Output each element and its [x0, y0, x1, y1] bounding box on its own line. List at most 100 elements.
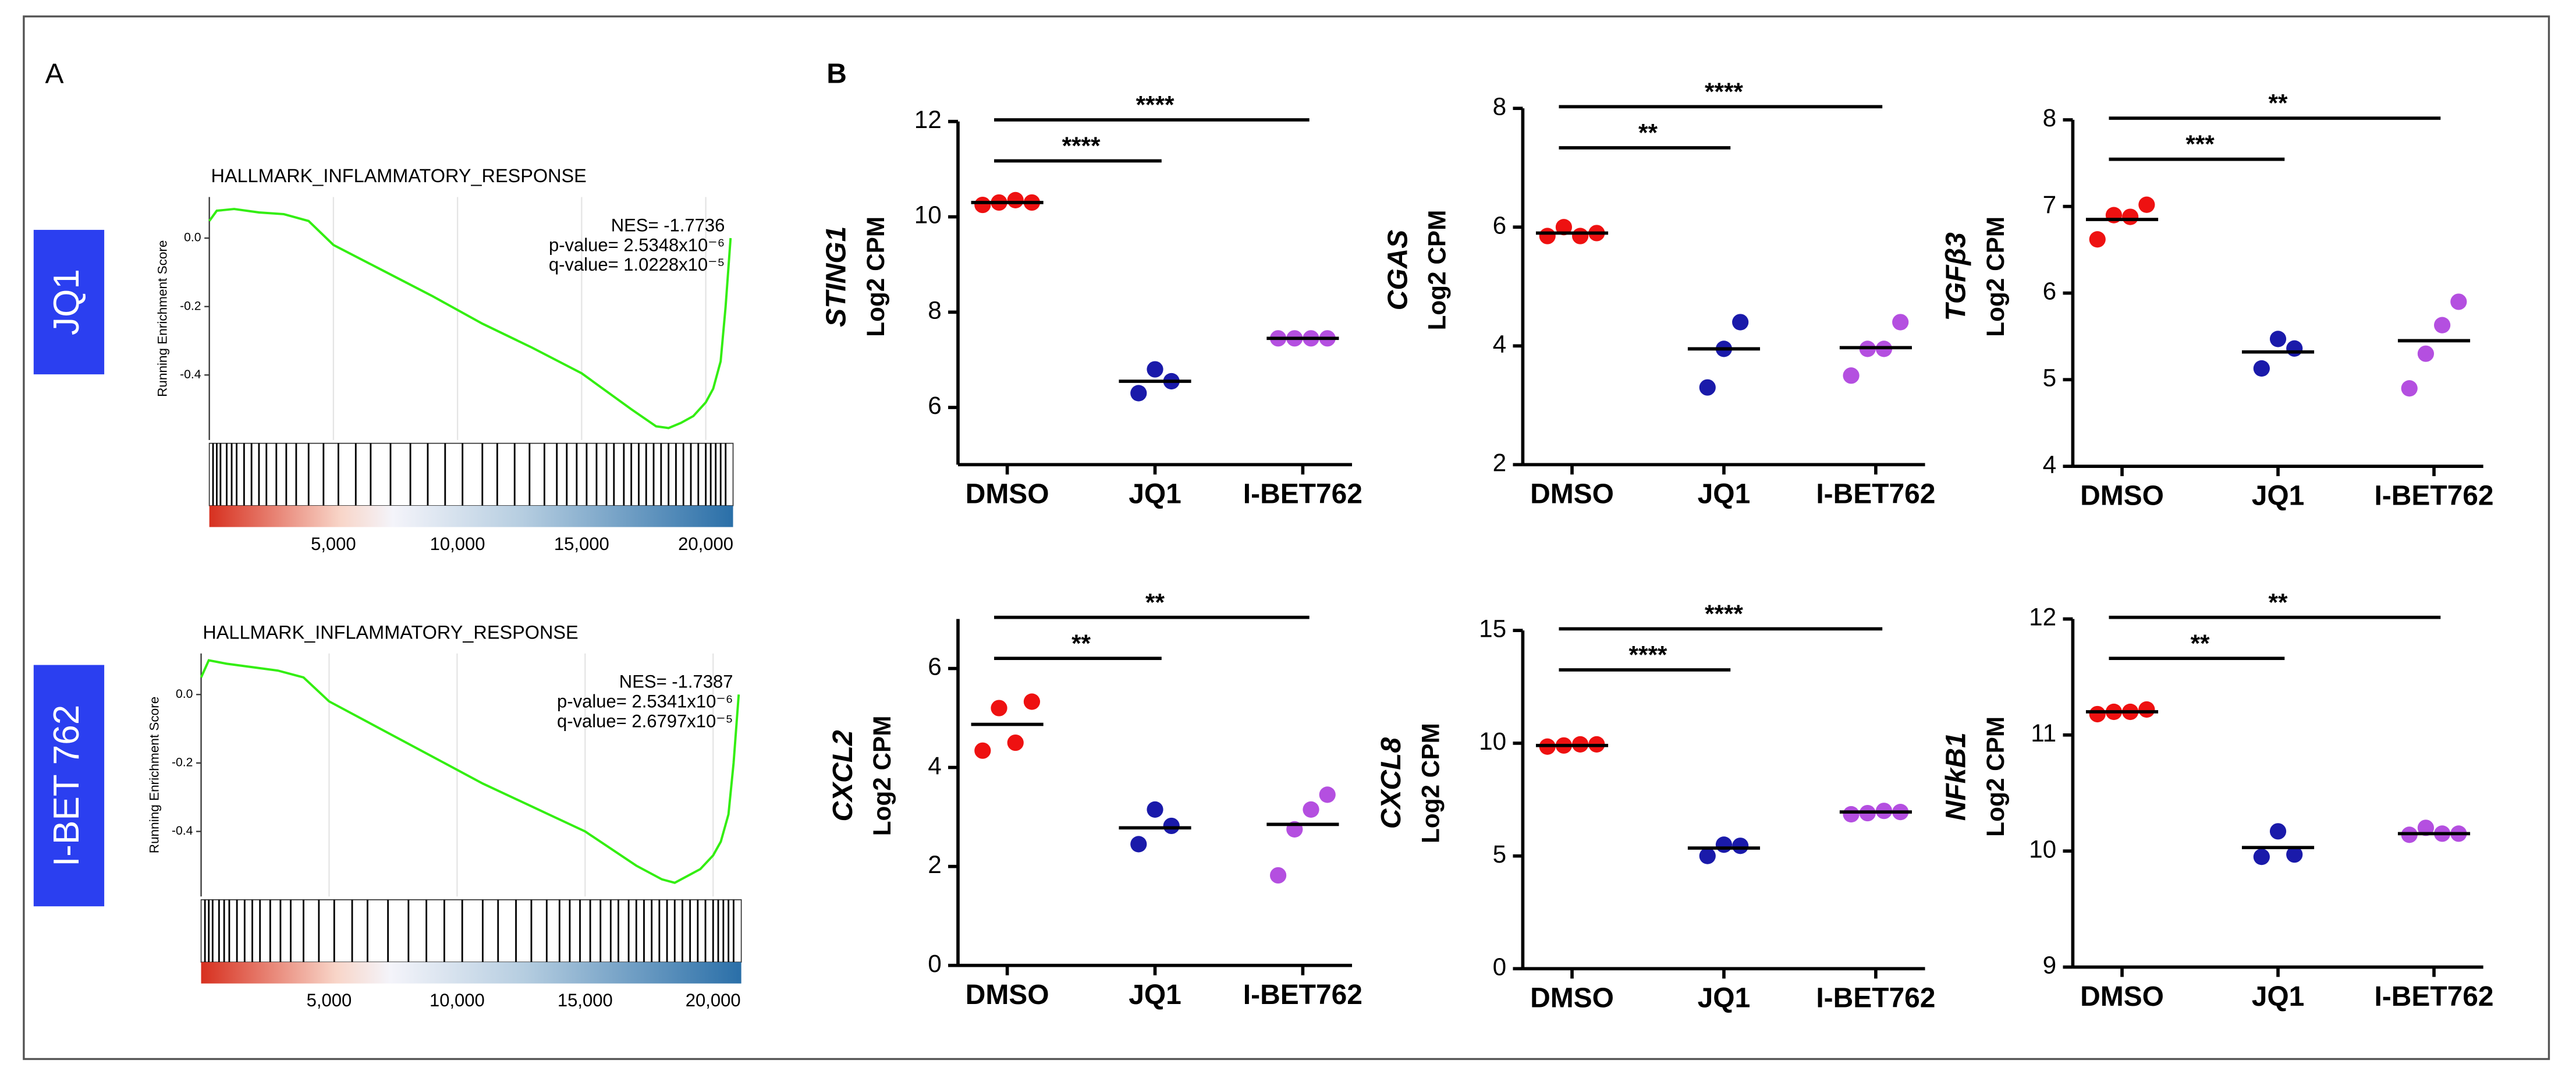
- x-tick-label: 20,000: [686, 990, 741, 1010]
- frame: [23, 15, 2550, 1060]
- y-axis-label: Log2 CPM: [862, 217, 889, 337]
- y-tick-label: 5: [1493, 840, 1507, 868]
- x-tick-label: I-BET762: [1243, 479, 1362, 510]
- gene-label: CGAS: [1382, 230, 1413, 311]
- y-tick-label: 0: [928, 950, 942, 977]
- data-point: [2417, 820, 2435, 836]
- data-point: [2253, 360, 2270, 377]
- data-point: [1732, 838, 1749, 854]
- y-tick-label: 8: [928, 296, 942, 324]
- y-tick-label: 5: [2043, 364, 2057, 392]
- y-tick-label: 4: [928, 752, 942, 779]
- data-point: [1715, 836, 1733, 853]
- x-tick-label: I-BET762: [1816, 479, 1935, 510]
- data-point: [1843, 806, 1860, 823]
- data-point: [2269, 331, 2287, 347]
- y-tick-label: 7: [2043, 191, 2057, 218]
- x-tick-label: DMSO: [1530, 983, 1614, 1014]
- data-point: [2450, 293, 2467, 310]
- x-tick-label: 5,000: [307, 990, 352, 1010]
- data-point: [1147, 361, 1163, 378]
- side-label-box: [33, 229, 105, 375]
- y-tick-label: 12: [2029, 604, 2056, 631]
- data-point: [974, 742, 991, 759]
- data-point: [2417, 345, 2435, 362]
- data-point: [1023, 693, 1041, 710]
- y-tick-label: 8: [2043, 104, 2057, 132]
- data-point: [1843, 367, 1860, 384]
- data-point: [1007, 734, 1024, 751]
- data-point: [1539, 228, 1556, 244]
- side-label: I-BET 762: [47, 705, 87, 867]
- data-point: [1147, 801, 1163, 818]
- side-label: JQ1: [47, 269, 87, 335]
- side-label-box: [33, 665, 105, 907]
- data-point: [2286, 846, 2303, 863]
- y-axis-label: Log2 CPM: [1424, 210, 1451, 331]
- data-point: [1319, 786, 1336, 803]
- y-axis-label: Log2 CPM: [868, 716, 896, 836]
- significance-label: **: [2269, 588, 2288, 616]
- x-tick-label: I-BET762: [1243, 980, 1362, 1010]
- stat-text: NES= -1.7387: [619, 672, 733, 692]
- significance-label: ***: [2185, 130, 2215, 158]
- gene-label: NFkB1: [1941, 732, 1972, 821]
- y-tick-label: 6: [928, 653, 942, 680]
- data-point: [1007, 191, 1024, 208]
- x-tick-label: JQ1: [1129, 479, 1181, 510]
- data-point: [1163, 817, 1180, 835]
- y-tick-label: 6: [2043, 278, 2057, 305]
- data-point: [1699, 847, 1716, 864]
- stat-text: q-value= 2.6797x10⁻⁵: [557, 711, 733, 731]
- significance-label: **: [2191, 630, 2210, 657]
- x-tick-label: JQ1: [2252, 480, 2305, 511]
- x-tick-label: 20,000: [678, 534, 733, 554]
- barcode-box: [208, 442, 734, 506]
- y-axis-label: Log2 CPM: [1417, 723, 1444, 843]
- x-tick-label: 10,000: [430, 990, 485, 1010]
- y-axis-label: Running Enrichment Score: [155, 240, 170, 397]
- data-point: [1572, 228, 1589, 244]
- y-tick-label: -0.2: [172, 755, 193, 769]
- y-tick-label: -0.2: [180, 299, 201, 313]
- data-point: [1892, 314, 1909, 331]
- y-tick-label: 2: [928, 851, 942, 878]
- data-point: [2269, 823, 2287, 840]
- y-tick-label: 0.0: [184, 231, 201, 244]
- y-axis-label: Running Enrichment Score: [147, 697, 162, 853]
- y-axis-label: Log2 CPM: [1982, 217, 2009, 337]
- x-tick-label: 10,000: [430, 534, 485, 554]
- data-point: [1269, 867, 1287, 884]
- data-point: [1732, 314, 1749, 331]
- significance-label: **: [1638, 119, 1658, 146]
- y-tick-label: 6: [1493, 211, 1507, 239]
- chart-title: HALLMARK_INFLAMMATORY_RESPONSE: [211, 165, 586, 186]
- significance-label: **: [1071, 630, 1091, 657]
- gene-label: TGFβ3: [1941, 232, 1972, 321]
- barcode-box: [200, 899, 742, 963]
- y-axis-label: Log2 CPM: [1982, 716, 2009, 837]
- x-tick-label: DMSO: [1530, 479, 1614, 510]
- data-point: [2089, 231, 2106, 248]
- data-point: [974, 196, 991, 214]
- significance-label: ****: [1705, 600, 1743, 627]
- y-tick-label: 2: [1493, 449, 1507, 476]
- stat-text: q-value= 1.0228x10⁻⁵: [549, 254, 725, 275]
- gene-label: CXCL8: [1376, 737, 1407, 829]
- x-tick-label: 5,000: [311, 534, 356, 554]
- x-tick-label: 15,000: [554, 534, 609, 554]
- data-point: [2122, 208, 2139, 225]
- stat-text: p-value= 2.5341x10⁻⁶: [557, 691, 733, 712]
- enrichment-line: [200, 659, 740, 884]
- y-tick-label: 10: [1479, 728, 1506, 755]
- significance-label: **: [1145, 588, 1165, 616]
- y-tick-label: 4: [2043, 450, 2057, 478]
- data-point: [2253, 849, 2270, 865]
- y-tick-label: 6: [928, 392, 942, 419]
- x-tick-label: I-BET762: [1816, 983, 1935, 1014]
- significance-label: ****: [1629, 641, 1667, 669]
- enrichment-line: [208, 208, 732, 430]
- chart-title: HALLMARK_INFLAMMATORY_RESPONSE: [203, 622, 578, 643]
- x-tick-label: JQ1: [1129, 980, 1181, 1010]
